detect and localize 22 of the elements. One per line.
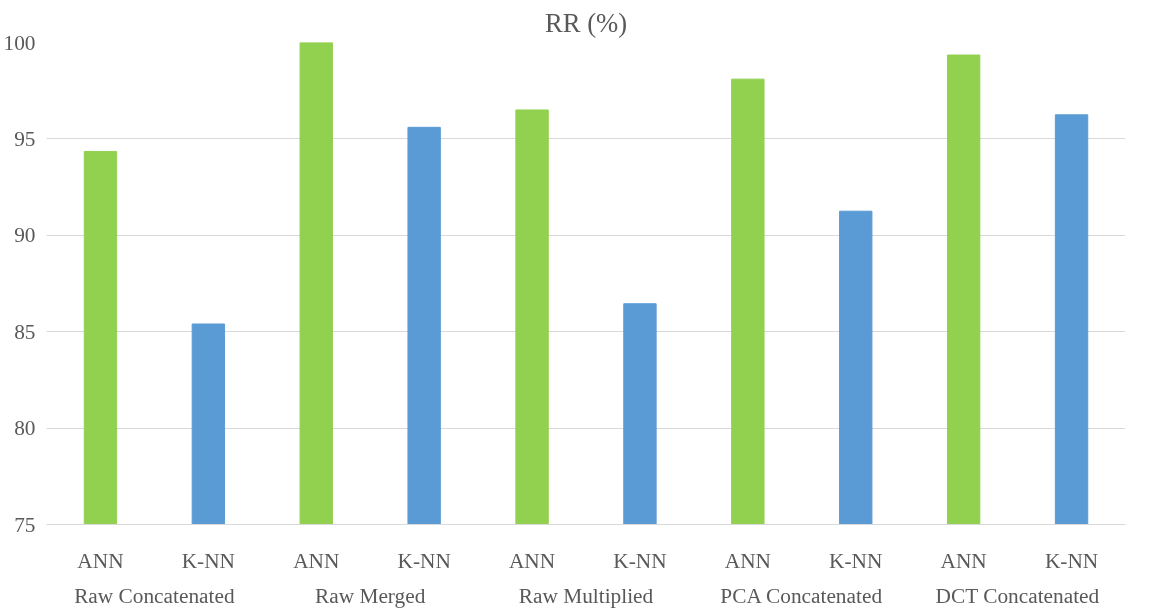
y-tick-label: 90: [14, 223, 36, 248]
y-tick-label: 95: [14, 126, 36, 151]
y-tick-label: 80: [14, 416, 36, 441]
y-tick-label: 100: [3, 30, 36, 55]
x-tick-label: ANN: [940, 548, 987, 573]
x-tick-label: ANN: [724, 548, 771, 573]
text: PCA Concatenated: [720, 583, 883, 608]
x-tick-label: ANN: [508, 548, 556, 573]
x-tick-label: ANN: [293, 548, 340, 573]
text: Raw Concatenated: [74, 583, 235, 608]
x-tick-label: K-NN: [1044, 548, 1099, 573]
y-tick-label: 85: [14, 319, 36, 344]
x-tick-label: K-NN: [613, 548, 667, 573]
x-tick-label: K-NN: [181, 548, 236, 573]
y-tick-label: 75: [14, 512, 36, 537]
text: DCT Concatenated: [935, 583, 1100, 608]
x-tick-label: K-NN: [829, 548, 883, 573]
chart-title: RR (%): [544, 7, 628, 38]
text: Raw Multiplied: [518, 583, 654, 608]
x-tick-label: ANN: [77, 548, 124, 573]
x-tick-label: K-NN: [397, 548, 451, 573]
text: Raw Merged: [315, 583, 426, 608]
